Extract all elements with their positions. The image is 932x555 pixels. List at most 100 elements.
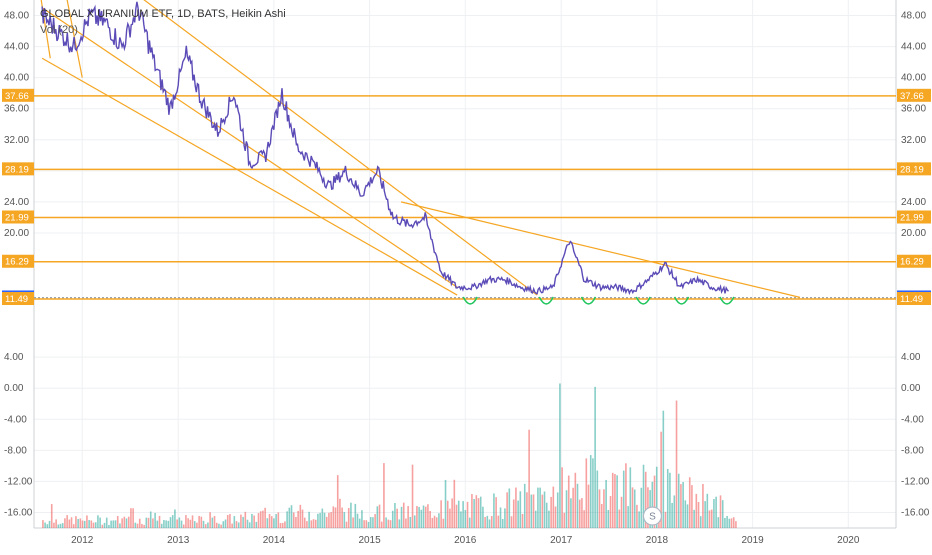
volume-bar [61, 523, 64, 528]
volume-bar [224, 519, 227, 528]
volume-bar [726, 515, 728, 528]
volume-bar [207, 522, 209, 528]
volume-bar [255, 521, 258, 528]
volume-bar [543, 491, 546, 528]
volume-bar [70, 517, 73, 528]
volume-bar [512, 499, 515, 528]
volume-bar [636, 504, 638, 528]
volume-bar [284, 521, 286, 528]
chart-title: GLOBAL X URANIUM ETF, 1D, BATS, Heikin A… [40, 8, 286, 20]
volume-bar [609, 496, 612, 528]
volume-bar [204, 524, 207, 528]
volume-bar [662, 410, 665, 528]
volume-bar [59, 523, 62, 528]
volume-bar [385, 517, 387, 528]
volume-bar [141, 523, 143, 528]
volume-bar [389, 520, 392, 528]
volume-bar [103, 522, 106, 528]
volume-bar [576, 483, 579, 528]
y-tick-label-right: 32.00 [901, 135, 926, 146]
volume-bar [717, 517, 720, 528]
volume-bar [495, 497, 497, 528]
volume-bar [440, 500, 442, 528]
volume-bar [618, 509, 621, 528]
volume-bar [479, 496, 482, 528]
volume-bar [156, 520, 159, 528]
trend-line [143, 0, 538, 296]
volume-bar [270, 516, 273, 528]
volume-bar [209, 512, 211, 528]
volume-bar [303, 517, 306, 528]
volume-bar [376, 506, 379, 528]
volume-bar [178, 517, 181, 528]
volume-bar [286, 511, 288, 528]
volume-bar [160, 523, 163, 528]
volume-bar [275, 514, 277, 528]
volume-bar [246, 519, 249, 528]
volume-bar [317, 513, 319, 528]
volume-bar [559, 383, 561, 528]
volume-bar [651, 481, 654, 528]
y-tick-label-right: -8.00 [901, 445, 924, 456]
volume-bar [44, 522, 46, 528]
volume-bar [416, 506, 418, 528]
volume-bar [112, 520, 115, 528]
volume-bar [101, 524, 104, 528]
volume-bar [444, 479, 447, 528]
volume-bar [237, 522, 240, 528]
volume-bar [563, 512, 566, 528]
volume-bar [196, 522, 198, 528]
volume-bar [431, 517, 434, 528]
volume-bar [231, 523, 233, 528]
bottom-marker [580, 296, 597, 305]
volume-bar [372, 517, 374, 528]
volume-bar [633, 489, 636, 528]
volume-bar [669, 472, 671, 528]
volume-bar [105, 517, 108, 528]
volume-bar [537, 487, 539, 528]
volume-bar [79, 518, 82, 528]
volume-bar [253, 515, 255, 528]
volume-bar [622, 470, 625, 528]
volume-bar [171, 515, 174, 528]
volume-bar [134, 522, 137, 528]
y-tick-label-right: 40.00 [901, 73, 926, 84]
volume-bar [352, 517, 354, 528]
y-tick-label-right: 24.00 [901, 197, 926, 208]
volume-bar [193, 521, 196, 528]
volume-bar [48, 520, 51, 528]
volume-bar [290, 505, 293, 528]
volume-bar [407, 506, 409, 528]
volume-bar [620, 496, 623, 528]
volume-bar [732, 517, 735, 528]
volume-bar [163, 520, 165, 528]
volume-bar [671, 503, 673, 528]
volume-bar [724, 517, 726, 528]
volume-bar [325, 516, 328, 528]
volume-bar [603, 489, 605, 528]
volume-bar [323, 512, 326, 528]
volume-bar [625, 463, 627, 528]
volume-bar [482, 506, 484, 528]
volume-bar [420, 509, 423, 528]
volume-bar [680, 484, 682, 528]
volume-bar [127, 516, 130, 528]
volume-bar [490, 516, 493, 528]
volume-bar [306, 521, 308, 528]
volume-bar [719, 495, 722, 528]
volume-bar [81, 520, 84, 528]
volume-bar [97, 515, 99, 528]
volume-bar [202, 520, 205, 528]
volume-bar [468, 517, 471, 528]
volume-bar [605, 479, 607, 528]
volume-bar [673, 495, 676, 528]
level-badge-right-text: 37.66 [900, 91, 924, 102]
volume-bar [572, 487, 574, 528]
volume-bar [708, 510, 711, 528]
volume-bar [268, 513, 271, 528]
level-badge-left-text: 28.19 [5, 164, 29, 175]
y-tick-label-left: 0.00 [4, 383, 24, 394]
volume-bar [422, 505, 425, 528]
x-tick-label: 2017 [550, 535, 573, 546]
